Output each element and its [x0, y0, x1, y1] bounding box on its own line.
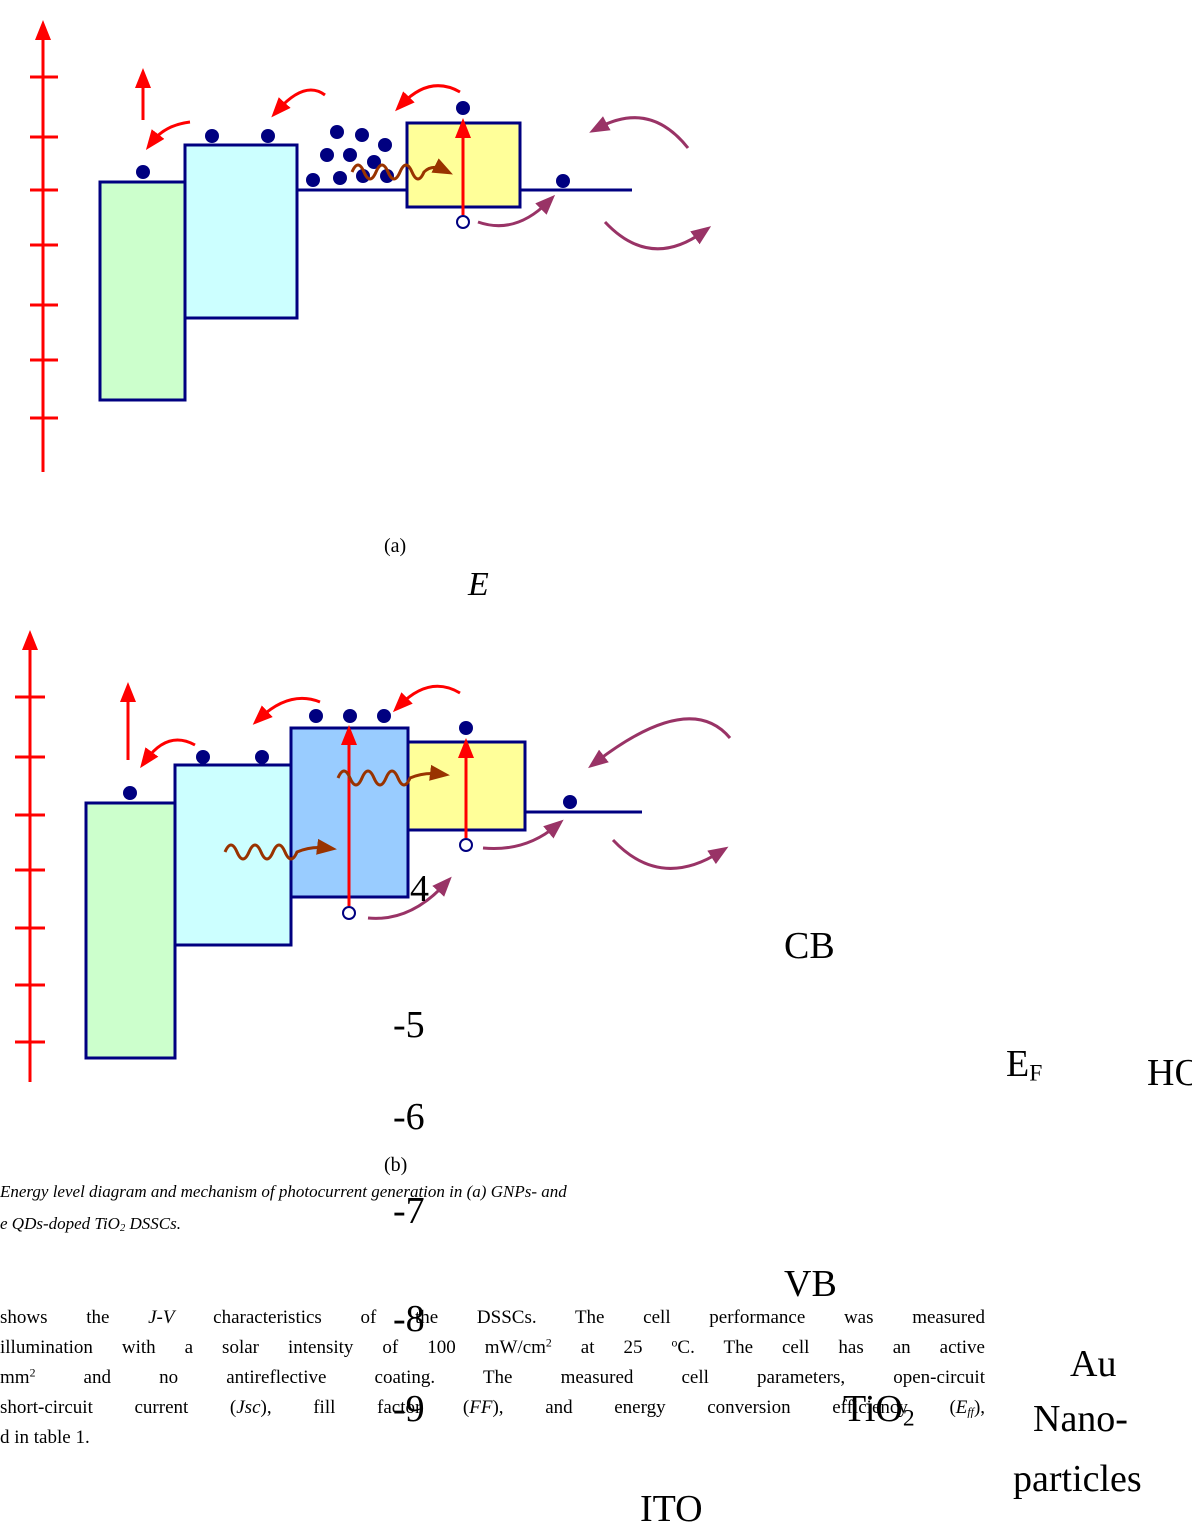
text: shows the [0, 1307, 148, 1328]
tio2-label: TiO2 [843, 1390, 915, 1428]
text: short-circuit current ( [0, 1397, 236, 1418]
subscript: F [1029, 1061, 1042, 1087]
paragraph-line: d in table 1. [0, 1428, 985, 1447]
text: J-V [148, 1307, 174, 1328]
text: mm [0, 1367, 30, 1388]
paragraph-line: short-circuit current (Jsc), fill factor… [0, 1398, 985, 1417]
tick-label: -5 [393, 1006, 425, 1044]
ito-label: ITO [640, 1490, 703, 1528]
text: ), [974, 1397, 985, 1418]
au-label: Au [1070, 1345, 1116, 1383]
caption-line: Energy level diagram and mechanism of ph… [0, 1183, 567, 1200]
text: ), fill factor ( [261, 1397, 470, 1418]
diagram-b [15, 640, 730, 1082]
band-label: VB [784, 1265, 837, 1303]
band-label: CB [784, 927, 835, 965]
subscript: 2 [903, 1406, 915, 1432]
tick-label: 4 [410, 870, 429, 908]
text: d in table 1. [0, 1427, 90, 1448]
homo-label: HO [1147, 1054, 1192, 1092]
page: (a) E 4 CB -5 EF HO -6 (b) -7 Energy lev… [0, 0, 1192, 1535]
axis-label: E [468, 568, 489, 602]
text: Energy level diagram and mechanism of ph… [0, 1182, 567, 1201]
text: C. The cell has an active [677, 1337, 985, 1358]
diagrams [0, 0, 1192, 1535]
text: at 25 [552, 1337, 672, 1358]
text: FF [469, 1397, 492, 1418]
text: characteristics of the DSSCs. The cell p… [174, 1307, 985, 1328]
panel-label: (b) [384, 1155, 407, 1175]
text: Jsc [236, 1397, 260, 1418]
text: E [1006, 1043, 1029, 1085]
caption-line: e QDs-doped TiO2 DSSCs. [0, 1215, 181, 1232]
tick-label: -6 [393, 1098, 425, 1136]
text: and no antireflective coating. The measu… [35, 1367, 985, 1388]
text: illumination with a solar intensity of 1… [0, 1337, 546, 1358]
text: DSSCs. [125, 1214, 181, 1233]
panel-label: (a) [384, 536, 406, 556]
text: e QDs-doped TiO [0, 1214, 120, 1233]
fermi-label: EF [1006, 1045, 1042, 1083]
text: E [956, 1397, 968, 1418]
paragraph-line: mm2 and no antireflective coating. The m… [0, 1368, 985, 1387]
text: TiO [843, 1388, 903, 1430]
paragraph-line: illumination with a solar intensity of 1… [0, 1338, 985, 1357]
au-label: Nano- [1033, 1400, 1128, 1438]
au-label: particles [1013, 1460, 1142, 1498]
diagram-a [30, 30, 703, 472]
paragraph-line: shows the J-V characteristics of the DSS… [0, 1308, 985, 1327]
